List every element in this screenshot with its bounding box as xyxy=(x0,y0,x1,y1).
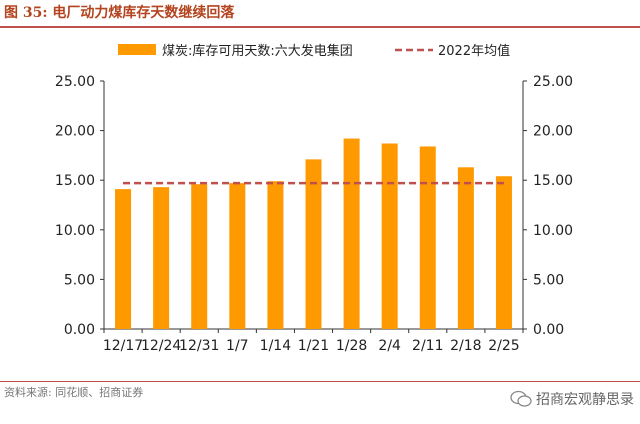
x-tick-label: 1/7 xyxy=(226,338,249,354)
y-tick-label-left: 0.00 xyxy=(64,322,95,338)
y-tick-label-right: 25.00 xyxy=(533,74,573,90)
x-tick-label: 1/21 xyxy=(298,338,329,354)
wechat-icon xyxy=(510,390,532,407)
y-tick-label-left: 25.00 xyxy=(55,74,95,90)
bar xyxy=(153,187,170,329)
y-tick-label-right: 5.00 xyxy=(533,272,564,288)
bar xyxy=(191,184,208,329)
bar xyxy=(343,138,360,329)
bar xyxy=(305,159,322,329)
bar xyxy=(419,146,436,329)
watermark-text: 招商宏观静思录 xyxy=(536,392,634,408)
x-tick-label: 12/31 xyxy=(179,338,219,354)
bar xyxy=(115,189,132,329)
title-divider xyxy=(0,26,640,28)
watermark: 招商宏观静思录 xyxy=(510,389,634,409)
x-tick-label: 1/14 xyxy=(260,338,292,354)
y-tick-label-left: 10.00 xyxy=(55,223,95,239)
legend-label-bar: 煤炭:库存可用天数:六大发电集团 xyxy=(162,43,353,59)
x-tick-label: 1/28 xyxy=(336,338,367,354)
y-tick-label-right: 15.00 xyxy=(533,173,573,189)
y-tick-label-left: 15.00 xyxy=(55,173,95,189)
bar xyxy=(229,183,246,329)
bar xyxy=(267,181,284,329)
source-divider xyxy=(0,381,640,382)
y-tick-label-left: 5.00 xyxy=(64,272,95,288)
y-tick-label-right: 0.00 xyxy=(533,322,564,338)
y-tick-label-left: 20.00 xyxy=(55,124,95,140)
y-tick-label-right: 10.00 xyxy=(533,223,573,239)
bar xyxy=(381,143,398,329)
legend-label-line: 2022年均值 xyxy=(438,43,510,59)
legend-swatch-bar xyxy=(118,44,156,55)
x-tick-label: 2/18 xyxy=(450,338,481,354)
x-tick-label: 2/25 xyxy=(488,338,519,354)
bar xyxy=(495,176,512,329)
x-tick-label: 12/17 xyxy=(103,338,143,354)
bar xyxy=(457,167,474,329)
x-tick-label: 12/24 xyxy=(141,338,181,354)
x-tick-label: 2/11 xyxy=(412,338,443,354)
figure-title: 图 35: 电厂动力煤库存天数继续回落 xyxy=(4,5,235,21)
x-tick-label: 2/4 xyxy=(378,338,401,354)
source-note: 资料来源: 同花顺、招商证券 xyxy=(4,386,144,399)
y-tick-label-right: 20.00 xyxy=(533,124,573,140)
